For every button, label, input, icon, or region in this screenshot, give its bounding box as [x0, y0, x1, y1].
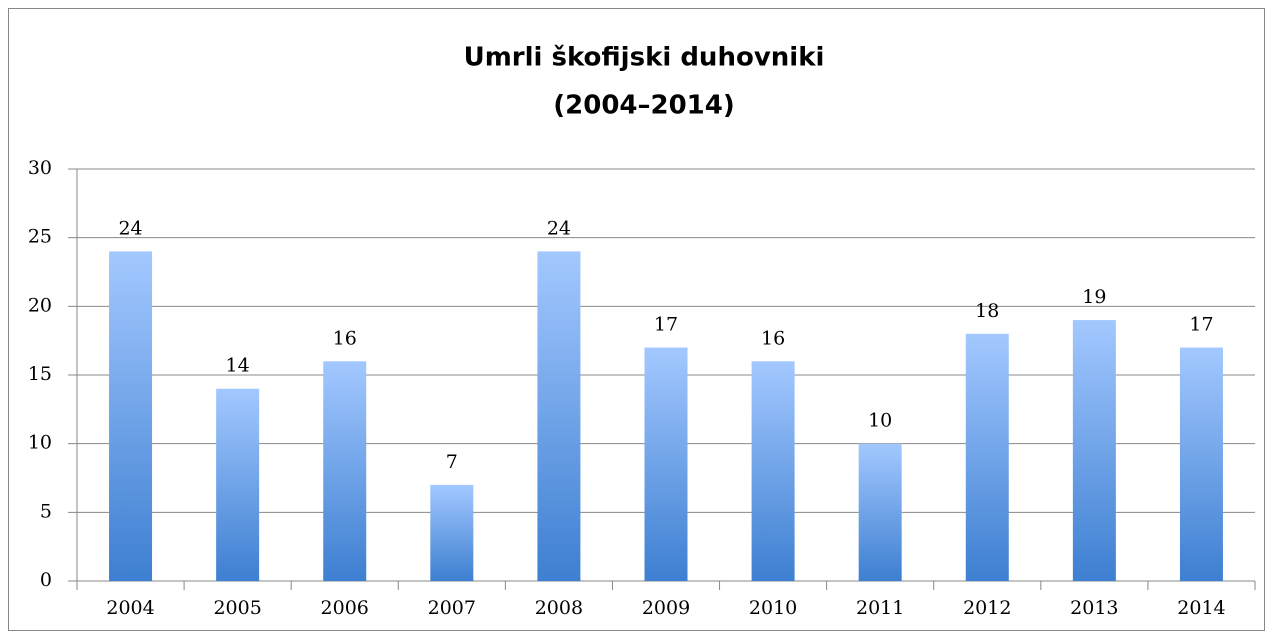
bar — [1072, 320, 1116, 581]
bar — [858, 443, 902, 581]
data-label: 24 — [547, 217, 571, 239]
bar — [644, 347, 688, 581]
bar — [216, 388, 260, 581]
x-tick-label: 2008 — [535, 597, 583, 619]
x-tick-label: 2013 — [1070, 597, 1118, 619]
y-tick-label: 0 — [40, 569, 52, 591]
x-tick-label: 2004 — [106, 597, 154, 619]
bar — [109, 251, 153, 581]
bar — [537, 251, 581, 581]
x-tick-label: 2009 — [642, 597, 690, 619]
bar — [1179, 347, 1223, 581]
x-tick-label: 2007 — [428, 597, 476, 619]
data-label: 16 — [333, 327, 357, 349]
data-label: 17 — [1189, 314, 1213, 336]
bar — [751, 361, 795, 581]
bar — [965, 333, 1009, 581]
y-tick-label: 10 — [28, 432, 52, 454]
data-label: 7 — [446, 451, 458, 473]
x-tick-label: 2010 — [749, 597, 797, 619]
y-tick-label: 25 — [28, 226, 52, 248]
y-tick-label: 15 — [28, 363, 52, 385]
data-label: 14 — [226, 355, 250, 377]
data-label: 19 — [1082, 286, 1106, 308]
chart-title: Umrli škofijski duhovniki — [464, 43, 825, 73]
data-label: 24 — [118, 217, 142, 239]
y-tick-label: 30 — [28, 157, 52, 179]
bar — [323, 361, 367, 581]
y-tick-label: 20 — [28, 294, 52, 316]
x-tick-label: 2006 — [321, 597, 369, 619]
x-tick-label: 2011 — [856, 597, 904, 619]
x-tick-label: 2005 — [213, 597, 261, 619]
y-tick-label: 5 — [40, 500, 52, 522]
data-label: 18 — [975, 300, 999, 322]
chart-subtitle: (2004–2014) — [553, 91, 735, 121]
data-label: 10 — [868, 410, 892, 432]
x-tick-label: 2012 — [963, 597, 1011, 619]
bar — [430, 484, 474, 581]
x-tick-label: 2014 — [1177, 597, 1225, 619]
data-label: 17 — [654, 314, 678, 336]
data-label: 16 — [761, 327, 785, 349]
